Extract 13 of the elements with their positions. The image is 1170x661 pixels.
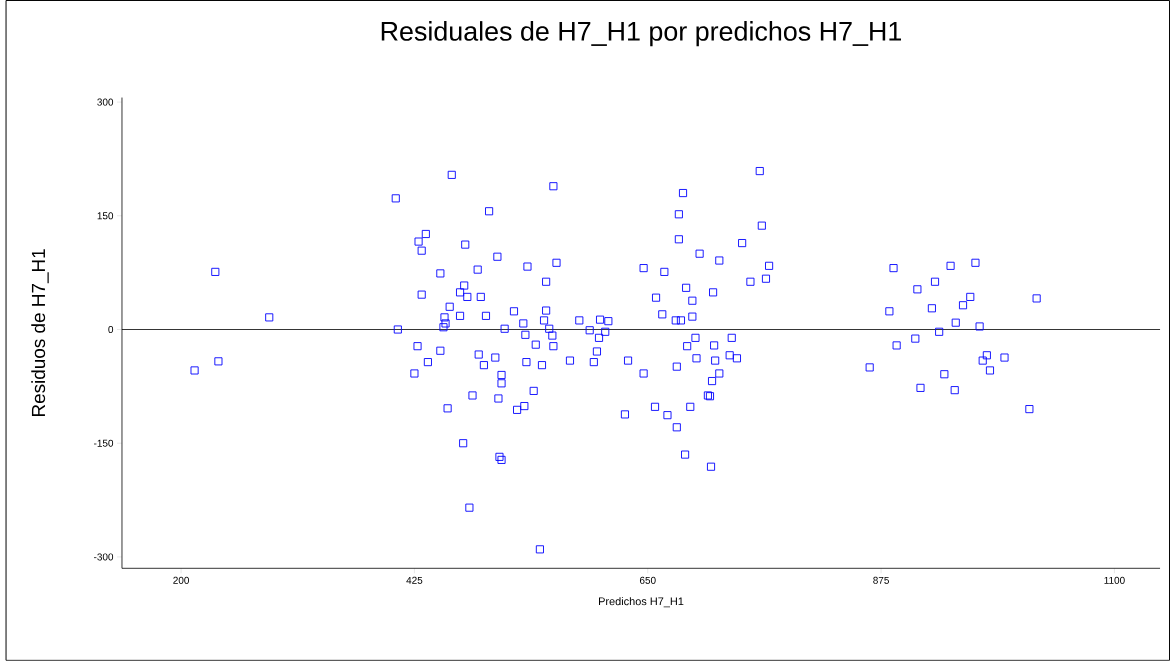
x-tick-label: 650 [639, 576, 656, 584]
y-tick-label: -150 [94, 439, 114, 447]
y-tick-label: 0 [108, 326, 114, 334]
y-tick-label: -300 [94, 553, 114, 561]
x-tick-label: 200 [173, 576, 190, 584]
y-tick-label: 150 [97, 212, 114, 220]
x-tick-label: 425 [406, 576, 423, 584]
x-tick-label: 1100 [1104, 576, 1125, 584]
x-axis-title: Predichos H7_H1 [599, 597, 684, 608]
y-tick-label: 300 [97, 98, 114, 106]
y-axis-title: Residuos de H7_H1 [31, 249, 49, 417]
x-tick-label: 875 [873, 576, 889, 584]
chart-title: Residuales de H7_H1 por predichos H7_H1 [381, 21, 901, 47]
